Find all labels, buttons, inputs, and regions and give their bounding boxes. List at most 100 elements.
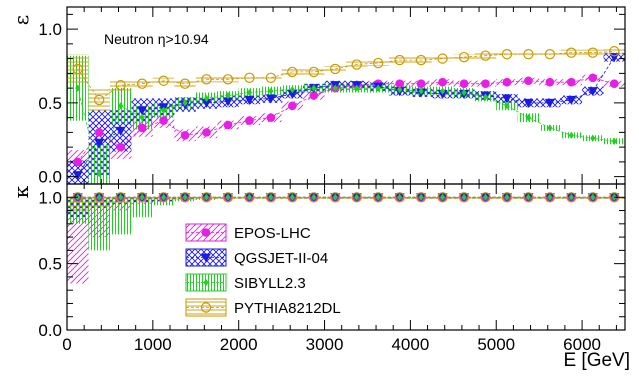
point-sibyll2-3	[482, 93, 489, 101]
point-pythia8212dl	[179, 78, 191, 89]
point-qgsjet-ii-04	[566, 95, 577, 105]
point-sibyll2-3	[439, 87, 446, 95]
point-epos-lhc	[567, 77, 576, 87]
point-qgsjet-ii-04	[287, 90, 298, 100]
point-pythia8212dl	[415, 192, 427, 203]
x-tick-label: 1000	[134, 335, 172, 354]
point-pythia8212dl	[179, 192, 191, 203]
point-pythia8212dl	[523, 192, 534, 203]
line-sibyll2-3	[77, 87, 615, 176]
point-sibyll2-3	[289, 193, 295, 201]
legend-label-pythia8212dl: PYTHIA8212DL	[234, 300, 341, 317]
point-pythia8212dl	[458, 192, 470, 203]
point-sibyll2-3	[160, 106, 167, 114]
point-pythia8212dl	[501, 49, 513, 60]
point-pythia8212dl	[308, 66, 320, 78]
point-pythia8212dl	[351, 59, 362, 70]
point-sibyll2-3	[160, 193, 167, 201]
point-pythia8212dl	[115, 192, 126, 203]
kappa-panel: 0.0 0.5 1.0 0 1000 2000 3000 4000 5000 6000 κ E […	[9, 183, 630, 371]
point-sibyll2-3	[203, 193, 210, 201]
point-epos-lhc	[416, 79, 426, 88]
point-sibyll2-3	[397, 86, 403, 94]
point-sibyll2-3	[418, 87, 424, 95]
point-qgsjet-ii-04	[222, 97, 233, 107]
point-epos-lhc	[609, 79, 619, 88]
point-qgsjet-ii-04	[137, 106, 148, 116]
annotation-neutron-eta: Neutron η>10.94	[104, 31, 209, 47]
x-tick-label: 6000	[563, 335, 601, 354]
point-epos-lhc	[202, 128, 211, 137]
point-epos-lhc	[223, 120, 233, 130]
point-sibyll2-3	[246, 193, 253, 201]
x-axis-label: E [GeV]	[563, 350, 630, 371]
y-axis-label-epsilon: ε	[9, 15, 33, 25]
point-sibyll2-3	[590, 134, 596, 142]
point-epos-lhc	[159, 116, 168, 125]
point-sibyll2-3	[203, 94, 210, 103]
legend-label-sibyll2-3: SIBYLL2.3	[234, 275, 306, 292]
point-qgsjet-ii-04	[544, 98, 555, 108]
point-pythia8212dl	[222, 192, 234, 203]
line-pythia8212dl	[77, 50, 615, 101]
point-sibyll2-3	[268, 87, 274, 95]
point-sibyll2-3	[289, 86, 295, 94]
x-tick-label: 3000	[306, 335, 344, 354]
point-sibyll2-3	[439, 193, 446, 201]
point-pythia8212dl	[480, 192, 491, 203]
point-sibyll2-3	[118, 102, 124, 110]
band-pythia8212dl	[67, 48, 625, 112]
x-tick-label: 5000	[477, 335, 515, 354]
point-sibyll2-3	[182, 193, 188, 201]
point-pythia8212dl	[287, 192, 298, 203]
point-pythia8212dl	[351, 192, 362, 203]
point-qgsjet-ii-04	[523, 98, 534, 108]
point-pythia8212dl	[244, 72, 255, 84]
point-pythia8212dl	[158, 192, 169, 203]
point-pythia8212dl	[158, 75, 169, 86]
point-epos-lhc	[288, 101, 297, 111]
legend-label-qgsjet-ii-04: QGSJET-II-04	[234, 250, 328, 267]
point-sibyll2-3	[139, 193, 145, 201]
point-sibyll2-3	[96, 193, 102, 201]
point-sibyll2-3	[547, 124, 553, 132]
legend-item-pythia8212dl: PYTHIA8212DL	[185, 298, 341, 317]
point-pythia8212dl	[437, 53, 448, 64]
point-sibyll2-3	[311, 84, 317, 92]
point-pythia8212dl	[136, 192, 148, 203]
point-pythia8212dl	[480, 50, 491, 61]
point-sibyll2-3	[461, 88, 467, 97]
point-sibyll2-3	[504, 193, 510, 201]
legend-marker-qgsjet-ii-04	[201, 253, 211, 263]
point-pythia8212dl	[566, 47, 577, 58]
point-epos-lhc	[73, 157, 83, 167]
point-qgsjet-ii-04	[244, 95, 255, 105]
point-pythia8212dl	[265, 72, 277, 84]
point-pythia8212dl	[72, 63, 83, 75]
legend-marker-sibyll2-3	[203, 278, 209, 287]
point-sibyll2-3	[268, 193, 274, 201]
point-pythia8212dl	[115, 79, 126, 91]
point-sibyll2-3	[504, 102, 510, 110]
point-epos-lhc	[395, 79, 404, 88]
point-qgsjet-ii-04	[72, 171, 83, 181]
legend-item-qgsjet-ii-04: QGSJET-II-04	[185, 248, 328, 267]
point-epos-lhc	[588, 73, 598, 83]
y-tick-label: 0.5	[38, 94, 62, 113]
point-sibyll2-3	[547, 193, 553, 201]
point-qgsjet-ii-04	[501, 94, 512, 104]
point-epos-lhc	[309, 91, 319, 100]
point-pythia8212dl	[136, 78, 148, 89]
point-sibyll2-3	[525, 193, 532, 201]
point-pythia8212dl	[265, 192, 277, 203]
point-pythia8212dl	[287, 66, 298, 78]
point-epos-lhc	[545, 77, 555, 87]
point-pythia8212dl	[394, 192, 405, 203]
point-sibyll2-3	[354, 84, 360, 92]
point-epos-lhc	[524, 76, 533, 86]
point-qgsjet-ii-04	[201, 98, 212, 108]
point-pythia8212dl	[222, 74, 234, 85]
point-epos-lhc	[481, 79, 490, 88]
point-pythia8212dl	[330, 192, 341, 203]
